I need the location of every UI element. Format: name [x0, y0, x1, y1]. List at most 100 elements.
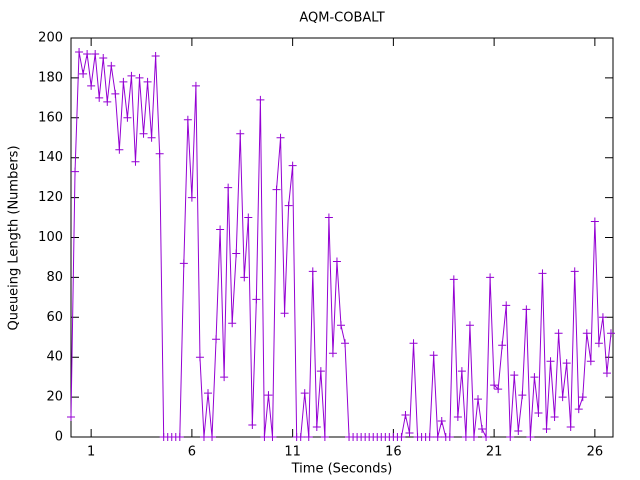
point-marker [409, 339, 418, 348]
point-marker [566, 423, 575, 432]
point-marker [522, 305, 531, 314]
y-tick-label: 200 [38, 31, 63, 46]
point-marker [179, 259, 188, 268]
point-marker [232, 249, 241, 258]
point-marker [316, 367, 325, 376]
point-marker [248, 421, 257, 430]
point-marker [332, 257, 341, 266]
point-marker [147, 133, 156, 142]
point-marker [183, 115, 192, 124]
point-marker [590, 217, 599, 226]
point-marker [139, 129, 148, 138]
point-marker [457, 367, 466, 376]
point-marker [131, 157, 140, 166]
point-marker [324, 213, 333, 222]
point-marker [554, 329, 563, 338]
point-marker [437, 417, 446, 426]
point-marker [244, 213, 253, 222]
point-marker [336, 321, 345, 330]
x-tick-label: 11 [284, 445, 301, 460]
x-tick-label: 26 [587, 445, 604, 460]
point-marker [127, 71, 136, 80]
point-marker [465, 321, 474, 330]
x-tick-label: 16 [385, 445, 402, 460]
point-marker [445, 433, 454, 441]
point-marker [256, 95, 265, 104]
point-marker [490, 381, 499, 390]
point-marker [304, 433, 313, 441]
point-marker [562, 359, 571, 368]
point-marker [425, 433, 434, 441]
point-marker [123, 113, 132, 122]
point-marker [550, 413, 559, 422]
point-marker [530, 373, 539, 382]
point-marker [502, 301, 511, 310]
point-marker [75, 47, 84, 56]
point-marker [296, 433, 305, 441]
point-marker [71, 167, 80, 176]
point-marker [469, 433, 478, 441]
point-marker [518, 391, 527, 400]
y-tick-label: 140 [38, 150, 63, 165]
point-marker [574, 405, 583, 414]
point-marker [175, 433, 184, 441]
point-marker [570, 267, 579, 276]
y-tick-label: 120 [38, 190, 63, 205]
point-marker [341, 339, 350, 348]
y-tick-label: 0 [55, 430, 63, 445]
point-marker [208, 433, 217, 441]
point-marker [191, 81, 200, 90]
y-tick-label: 180 [38, 70, 63, 85]
point-marker [272, 185, 281, 194]
point-marker [240, 273, 249, 282]
point-marker [87, 81, 96, 90]
x-tick-label: 21 [486, 445, 503, 460]
point-marker [397, 433, 406, 441]
point-marker [542, 425, 551, 434]
point-marker [284, 201, 293, 210]
point-marker [474, 395, 483, 404]
point-marker [224, 183, 233, 192]
point-marker [91, 49, 100, 58]
point-marker [582, 329, 591, 338]
point-marker [204, 389, 213, 398]
point-marker [83, 49, 92, 58]
point-marker [308, 267, 317, 276]
y-axis-label: Queueing Length (Numbers) [7, 145, 22, 330]
x-axis-label: Time (Seconds) [291, 462, 393, 477]
point-marker [115, 145, 124, 154]
y-tick-label: 80 [46, 270, 63, 285]
point-marker [264, 391, 273, 400]
x-tick-label: 6 [188, 445, 196, 460]
point-marker [538, 269, 547, 278]
point-marker [216, 225, 225, 234]
point-marker [228, 319, 237, 328]
point-marker [320, 433, 329, 441]
point-marker [236, 129, 245, 138]
point-marker [155, 149, 164, 158]
point-marker [453, 413, 462, 422]
point-marker [79, 69, 88, 78]
point-marker [260, 433, 269, 441]
point-marker [280, 309, 289, 318]
point-marker [99, 53, 108, 62]
point-marker [486, 273, 495, 282]
point-marker [212, 335, 221, 344]
point-marker [526, 433, 535, 441]
chart-title: AQM-COBALT [299, 11, 384, 26]
point-marker [449, 275, 458, 284]
x-tick-label: 1 [87, 445, 95, 460]
point-marker [276, 133, 285, 142]
y-tick-label: 40 [46, 350, 63, 365]
point-marker [506, 433, 515, 441]
point-marker [143, 77, 152, 86]
point-marker [220, 373, 229, 382]
point-marker [534, 409, 543, 418]
point-marker [199, 433, 208, 441]
point-marker [405, 429, 414, 438]
y-tick-label: 20 [46, 390, 63, 405]
point-marker [119, 77, 128, 86]
point-marker [312, 423, 321, 432]
point-marker [95, 93, 104, 102]
